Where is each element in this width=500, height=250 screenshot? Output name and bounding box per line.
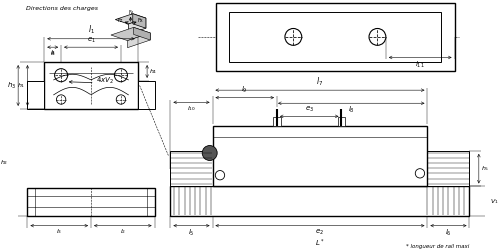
- Bar: [44, 62, 138, 109]
- Polygon shape: [133, 14, 146, 28]
- Bar: [216, 3, 454, 70]
- Bar: [428, 151, 470, 186]
- Text: $h_1$: $h_1$: [18, 81, 25, 90]
- Text: $e_1$: $e_1$: [86, 36, 96, 45]
- Text: $l_9$: $l_9$: [242, 85, 248, 95]
- Text: $e_3$: $e_3$: [304, 105, 314, 115]
- Text: $e_2$: $e_2$: [316, 228, 324, 237]
- Text: $l_1$: $l_1$: [88, 24, 94, 36]
- Text: $l_7$: $l_7$: [316, 75, 324, 88]
- Polygon shape: [111, 27, 150, 40]
- Bar: [138, 81, 154, 109]
- Text: $l_2$: $l_2$: [120, 228, 126, 236]
- Circle shape: [116, 95, 126, 104]
- Text: Fx: Fx: [138, 18, 143, 23]
- Text: Fz: Fz: [118, 18, 123, 23]
- Bar: [212, 126, 428, 186]
- Polygon shape: [128, 18, 146, 34]
- Text: Fy: Fy: [128, 10, 133, 15]
- Circle shape: [285, 28, 302, 45]
- Text: $4xV_2$: $4xV_2$: [96, 76, 114, 86]
- Text: $l_4$: $l_4$: [50, 48, 56, 57]
- Text: * longueur de rail maxi: * longueur de rail maxi: [406, 244, 469, 249]
- Text: $l_{10}$: $l_{10}$: [187, 104, 196, 113]
- Circle shape: [202, 146, 217, 160]
- Bar: [28, 81, 44, 109]
- Bar: [273, 117, 280, 126]
- Bar: [338, 117, 345, 126]
- Circle shape: [416, 169, 424, 178]
- Text: $l_5$: $l_5$: [188, 228, 195, 238]
- Circle shape: [114, 69, 128, 82]
- Text: $l_8$: $l_8$: [348, 105, 354, 115]
- Text: $h_2$: $h_2$: [0, 158, 9, 167]
- Circle shape: [216, 170, 224, 180]
- Text: $h_4$: $h_4$: [149, 67, 158, 76]
- Text: $L^*$: $L^*$: [315, 238, 325, 249]
- Text: $l_4$: $l_4$: [50, 49, 56, 58]
- Circle shape: [56, 95, 66, 104]
- Text: $l_{11}$: $l_{11}$: [416, 59, 425, 70]
- Text: $V_1$: $V_1$: [490, 197, 498, 206]
- Circle shape: [369, 28, 386, 45]
- Text: $h_3$: $h_3$: [6, 80, 16, 90]
- Bar: [230, 12, 442, 62]
- Text: $l_6$: $l_6$: [445, 228, 452, 238]
- Polygon shape: [116, 14, 146, 24]
- Text: Directions des charges: Directions des charges: [26, 6, 98, 11]
- Bar: [170, 186, 469, 216]
- Bar: [170, 151, 212, 186]
- Polygon shape: [128, 33, 150, 48]
- Polygon shape: [134, 27, 150, 40]
- Text: $h_5$: $h_5$: [480, 164, 489, 173]
- Text: $l_3$: $l_3$: [56, 228, 62, 236]
- Circle shape: [54, 69, 68, 82]
- Bar: [28, 188, 154, 216]
